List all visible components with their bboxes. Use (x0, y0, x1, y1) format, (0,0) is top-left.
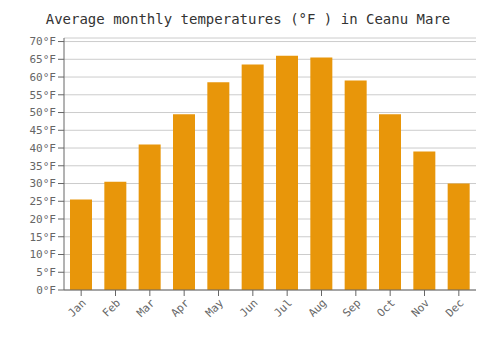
svg-text:20°F: 20°F (30, 213, 57, 226)
svg-text:50°F: 50°F (30, 106, 57, 119)
svg-text:10°F: 10°F (30, 248, 57, 261)
svg-text:Sep: Sep (340, 296, 363, 319)
svg-text:Dec: Dec (443, 296, 466, 319)
svg-text:Jul: Jul (272, 296, 295, 319)
svg-text:35°F: 35°F (30, 160, 57, 173)
svg-text:70°F: 70°F (30, 35, 57, 48)
html-text:Average monthly temperatures (: Average monthly temperatures (°F ) in Ce… (45, 11, 451, 27)
svg-text:Apr: Apr (169, 296, 193, 320)
svg-text:Jun: Jun (237, 296, 260, 319)
svg-text:Mar: Mar (134, 296, 158, 320)
svg-text:Feb: Feb (100, 296, 123, 319)
svg-text:40°F: 40°F (30, 142, 57, 155)
svg-text:Nov: Nov (409, 296, 433, 320)
svg-text:Aug: Aug (306, 296, 329, 319)
svg-text:45°F: 45°F (30, 124, 57, 137)
svg-text:Jan: Jan (66, 296, 89, 319)
svg-text:65°F: 65°F (30, 53, 57, 66)
svg-text:5°F: 5°F (36, 266, 56, 279)
svg-text:25°F: 25°F (30, 195, 57, 208)
svg-text:60°F: 60°F (30, 71, 57, 84)
svg-text:0°F: 0°F (36, 284, 56, 297)
svg-text:30°F: 30°F (30, 177, 57, 190)
svg-text:15°F: 15°F (30, 231, 57, 244)
svg-text:55°F: 55°F (30, 89, 57, 102)
svg-text:May: May (203, 296, 227, 320)
svg-text:Oct: Oct (375, 296, 398, 319)
